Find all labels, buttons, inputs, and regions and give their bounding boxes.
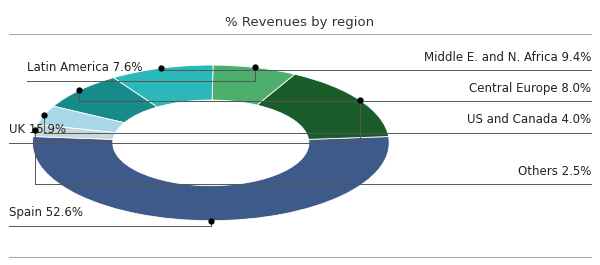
Text: Central Europe 8.0%: Central Europe 8.0% [469, 82, 591, 95]
Wedge shape [257, 74, 389, 139]
Wedge shape [212, 65, 295, 105]
Text: UK 15.9%: UK 15.9% [9, 123, 66, 136]
Text: Latin America 7.6%: Latin America 7.6% [26, 61, 142, 74]
Text: Spain 52.6%: Spain 52.6% [9, 206, 83, 219]
Wedge shape [38, 106, 124, 133]
Wedge shape [32, 136, 389, 221]
Wedge shape [113, 65, 213, 107]
Text: US and Canada 4.0%: US and Canada 4.0% [467, 113, 591, 126]
Wedge shape [53, 78, 157, 123]
Text: Others 2.5%: Others 2.5% [518, 165, 591, 178]
Text: Middle E. and N. Africa 9.4%: Middle E. and N. Africa 9.4% [424, 51, 591, 64]
Text: % Revenues by region: % Revenues by region [226, 16, 374, 29]
Wedge shape [33, 125, 116, 139]
